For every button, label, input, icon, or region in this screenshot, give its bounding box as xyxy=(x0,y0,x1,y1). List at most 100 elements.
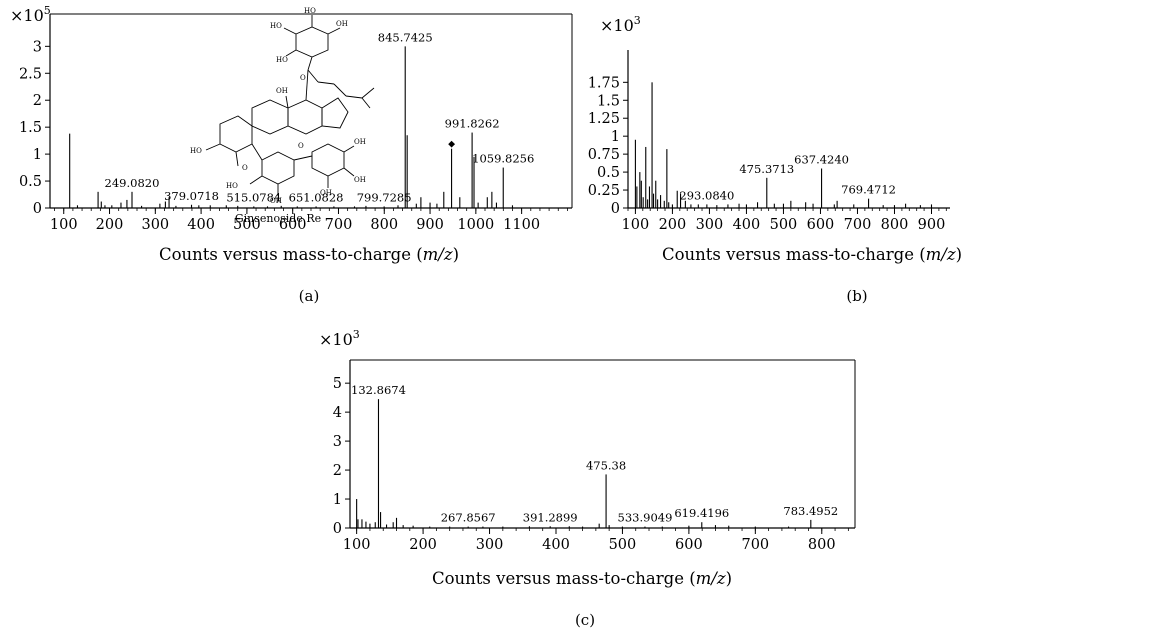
svg-text:HO: HO xyxy=(276,56,288,64)
peak-label: 1059.8256 xyxy=(472,152,534,166)
panel-b-label: (b) xyxy=(846,287,867,305)
peak-label: 475.3713 xyxy=(739,162,794,176)
svg-text:OH: OH xyxy=(336,20,348,28)
panel-c-peaks xyxy=(356,399,812,528)
x-tick-label: 800 xyxy=(808,537,836,553)
x-tick-label: 900 xyxy=(416,217,444,233)
svg-text:OH: OH xyxy=(270,197,282,205)
y-tick-label: 0.25 xyxy=(588,183,620,199)
peak-label: 799.7285 xyxy=(357,190,412,204)
svg-text:OH: OH xyxy=(354,138,366,146)
y-tick-label: 1.5 xyxy=(597,93,620,109)
y-tick-label: 1.25 xyxy=(588,111,620,127)
panel-a: ×105 249.0820 379.0718 515.0784 651.0828 799… xyxy=(10,4,573,305)
x-tick-label: 700 xyxy=(325,217,353,233)
svg-text:O: O xyxy=(300,74,306,82)
panel-c-axes xyxy=(349,359,856,529)
peak-label: 475.38 xyxy=(586,458,626,472)
x-tick-label: 600 xyxy=(279,217,307,233)
peak-label: 619.4196 xyxy=(674,506,729,520)
svg-text:O: O xyxy=(298,142,304,150)
y-tick-label: 1.5 xyxy=(19,120,42,136)
x-tick-label: 1000 xyxy=(457,217,494,233)
y-tick-label: 1 xyxy=(333,492,342,508)
x-tick-label: 500 xyxy=(609,537,637,553)
x-tick-label: 700 xyxy=(741,537,769,553)
panel-b-axes xyxy=(627,50,950,209)
y-tick-label: 2 xyxy=(33,93,42,109)
svg-text:HO: HO xyxy=(226,182,238,190)
svg-text:HO: HO xyxy=(190,147,202,155)
y-tick-label: 0 xyxy=(33,201,42,217)
y-tick-label: 5 xyxy=(333,376,342,392)
x-tick-label: 600 xyxy=(807,217,835,233)
peak-label: 783.4952 xyxy=(783,504,838,518)
y-tick-label: 0 xyxy=(611,201,620,217)
y-tick-label: 4 xyxy=(333,405,342,421)
panel-c-multiplier: ×103 xyxy=(319,328,360,349)
x-tick-label: 400 xyxy=(187,217,215,233)
y-tick-label: 1 xyxy=(611,129,620,145)
panel-c-label: (c) xyxy=(575,611,595,629)
x-tick-label: 500 xyxy=(233,217,261,233)
svg-text:HO: HO xyxy=(304,7,316,15)
panel-b-xlabel: Counts versus mass-to-charge (m/z) xyxy=(662,245,962,264)
panel-b-multiplier: ×103 xyxy=(600,14,641,35)
peak-label: 651.0828 xyxy=(289,190,344,204)
panel-a-multiplier: ×105 xyxy=(10,4,51,25)
peak-label: 249.0820 xyxy=(105,176,160,190)
y-tick-label: 2.5 xyxy=(19,66,42,82)
x-tick-label: 400 xyxy=(542,537,570,553)
svg-text:HO: HO xyxy=(270,22,282,30)
peak-label: 379.0718 xyxy=(164,189,219,203)
y-tick-label: 0.75 xyxy=(588,147,620,163)
x-tick-label: 100 xyxy=(50,217,78,233)
y-tick-label: 0.5 xyxy=(19,174,42,190)
y-tick-label: 3 xyxy=(333,434,342,450)
y-tick-label: 0 xyxy=(333,521,342,537)
panel-a-xlabel: Counts versus mass-to-charge (m/z) xyxy=(159,245,459,264)
x-tick-label: 200 xyxy=(96,217,124,233)
svg-text:OH: OH xyxy=(276,87,288,95)
panel-a-peak-labels: 249.0820 379.0718 515.0784 651.0828 799.7285… xyxy=(105,30,535,204)
peak-label: 132.8674 xyxy=(351,383,406,397)
panel-b-ticks: 100 200 300 400 500 600 700 800 900 0 0.25 0.5 0.75 1… xyxy=(588,75,947,233)
x-tick-label: 300 xyxy=(476,537,504,553)
peak-label: 515.0784 xyxy=(226,190,281,204)
svg-text:OH: OH xyxy=(354,176,366,184)
panel-a-ticks: 100 200 300 400 500 600 700 800 900 1000 1100 0 0.5 1… xyxy=(19,39,568,233)
panel-a-label: (a) xyxy=(299,287,320,305)
y-tick-label: 1 xyxy=(33,147,42,163)
x-tick-label: 400 xyxy=(733,217,761,233)
y-tick-label: 3 xyxy=(33,39,42,55)
peak-label: 533.9049 xyxy=(618,511,673,525)
peak-label: 637.4240 xyxy=(794,153,849,167)
peak-label: 845.7425 xyxy=(378,30,433,44)
x-tick-label: 800 xyxy=(881,217,909,233)
y-tick-label: 0.5 xyxy=(597,165,620,181)
x-tick-label: 200 xyxy=(409,537,437,553)
peak-label: 293.0840 xyxy=(679,188,734,202)
x-tick-label: 900 xyxy=(918,217,946,233)
peak-label: 991.8262 xyxy=(445,117,500,131)
svg-text:O: O xyxy=(242,164,248,172)
panel-b-peaks xyxy=(634,82,933,208)
panel-a-peaks xyxy=(69,46,514,208)
panel-c: ×103 132.8674 267.8567 391.2899 475.38 533.9… xyxy=(319,328,856,629)
x-tick-label: 300 xyxy=(696,217,724,233)
panel-c-ticks: 100 200 300 400 500 600 700 800 0 1 2 3 4 5 xyxy=(333,376,849,553)
panel-c-peak-labels: 132.8674 267.8567 391.2899 475.38 533.9049 61… xyxy=(351,383,838,524)
panel-c-xlabel: Counts versus mass-to-charge (m/z) xyxy=(432,569,732,588)
x-tick-label: 700 xyxy=(844,217,872,233)
x-tick-label: 600 xyxy=(675,537,703,553)
x-tick-label: 200 xyxy=(659,217,687,233)
svg-text:OH: OH xyxy=(320,189,332,197)
x-tick-label: 300 xyxy=(141,217,169,233)
peak-label: 391.2899 xyxy=(523,510,578,524)
y-tick-label: 1.75 xyxy=(588,75,620,91)
peak-label: 267.8567 xyxy=(441,511,496,525)
